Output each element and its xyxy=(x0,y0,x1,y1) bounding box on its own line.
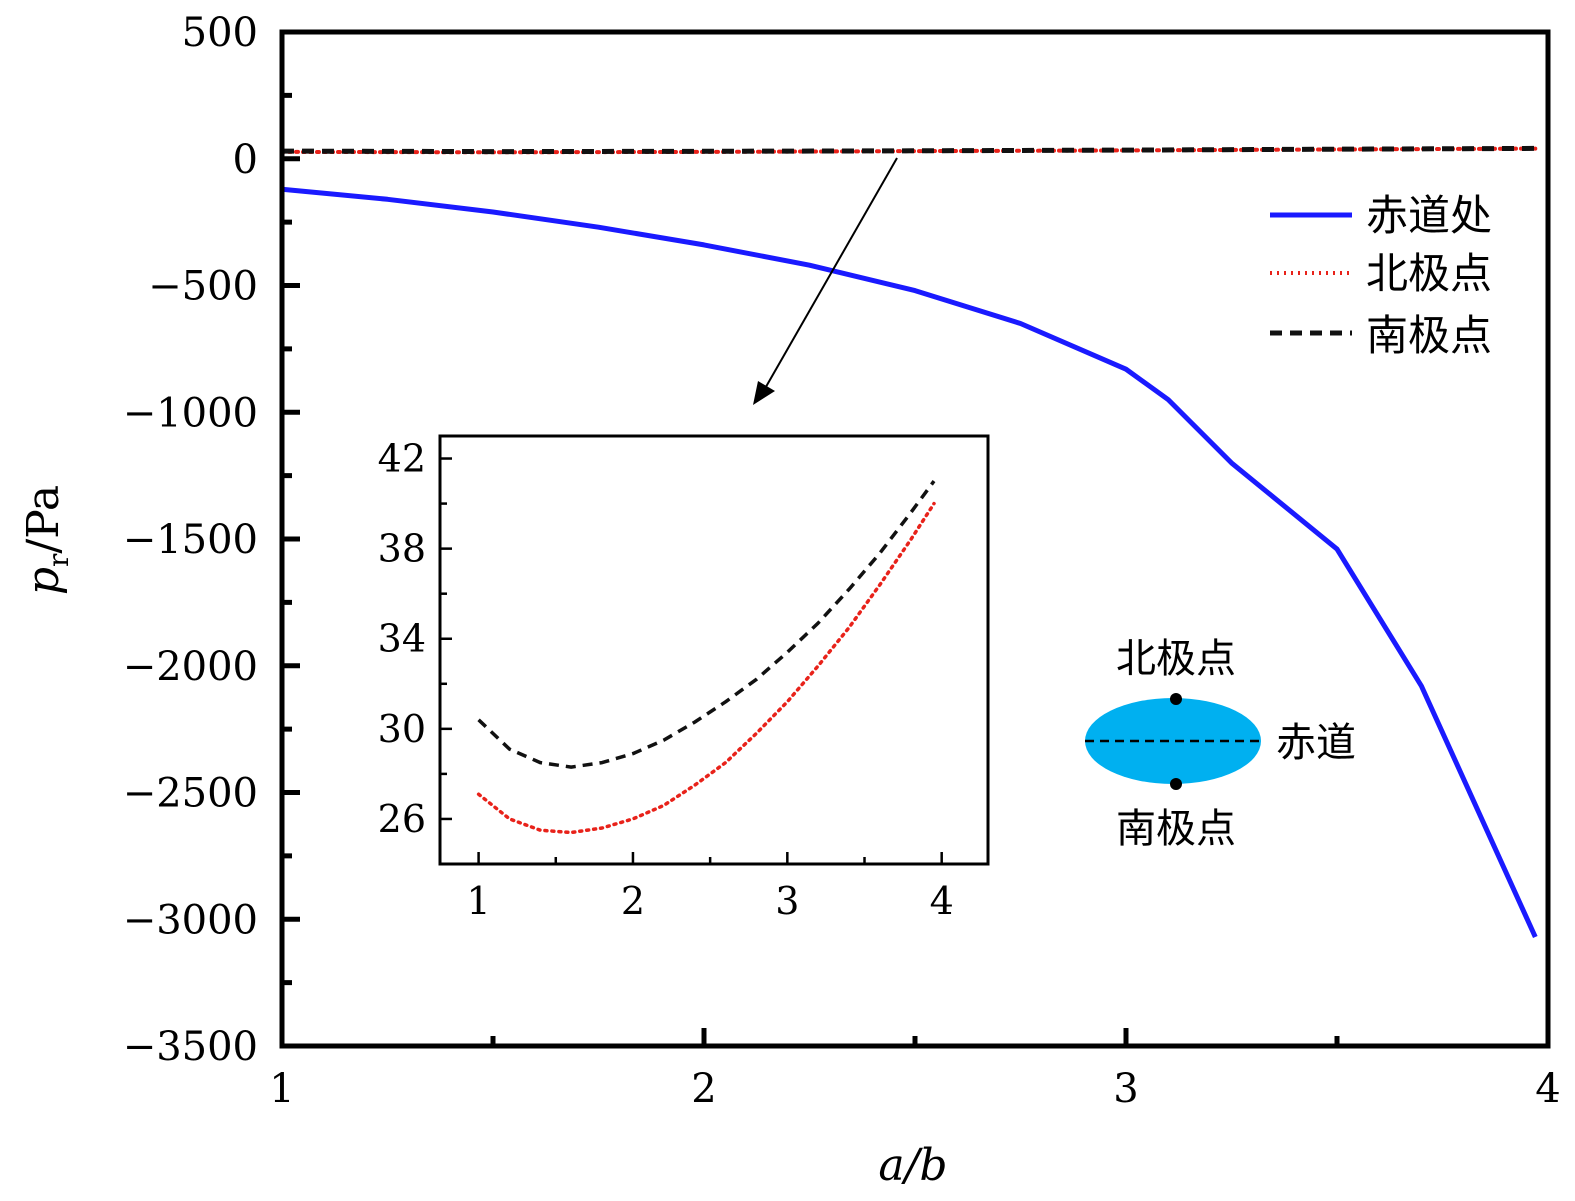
inset-ticks xyxy=(440,457,943,864)
main-plot: 1 2 3 45000−500−1000−1500−2000−2500−3000−35… xyxy=(18,10,1561,1191)
main-ticks xyxy=(279,29,1551,1049)
legend: 赤道处 北极点 南极点 xyxy=(1270,191,1492,360)
main-xtick-label-3: 4 xyxy=(1535,1066,1560,1112)
main-ytick-label-8: −3500 xyxy=(123,1024,258,1070)
main-ytick-label-3: −1000 xyxy=(123,390,258,436)
annotation-arrow xyxy=(753,157,898,405)
inset-series-1-line xyxy=(477,480,936,769)
main-series-0-line xyxy=(281,186,1538,939)
inset-ytick-label-4: 42 xyxy=(378,437,426,481)
main-tick-labels: 1 2 3 45000−500−1000−1500−2000−2500−3000−35… xyxy=(123,10,1561,1112)
equator-label: 赤道 xyxy=(1276,720,1356,766)
north-pole-dot xyxy=(1170,693,1182,705)
main-ytick-label-2: −500 xyxy=(148,264,258,310)
inset-ytick-label-2: 34 xyxy=(378,617,426,661)
ellipse-diagram: 北极点 南极点 赤道 xyxy=(1070,630,1380,860)
x-axis-label: a/b xyxy=(878,1140,947,1191)
legend-label-equator: 赤道处 xyxy=(1366,191,1492,240)
main-xtick-label-1: 2 xyxy=(691,1066,716,1112)
arrow-head xyxy=(753,381,775,405)
main-ytick-label-4: −1500 xyxy=(123,517,258,563)
south-pole-dot xyxy=(1170,778,1182,790)
inset-xtick-label-1: 2 xyxy=(621,879,645,923)
main-ytick-label-5: −2000 xyxy=(123,644,258,690)
inset-ytick-label-0: 26 xyxy=(378,797,426,841)
y-axis-label-rest: /Pa xyxy=(18,485,69,554)
main-series-group xyxy=(280,145,1538,939)
main-ytick-label-7: −3000 xyxy=(123,897,258,943)
main-ytick-label-1: 0 xyxy=(233,137,258,183)
y-axis-label-sub: r xyxy=(42,553,75,567)
legend-label-north: 北极点 xyxy=(1366,249,1492,298)
main-ytick-label-0: 500 xyxy=(182,10,258,56)
inset-ytick-label-3: 38 xyxy=(378,527,426,571)
legend-label-south: 南极点 xyxy=(1366,311,1492,360)
main-xtick-label-2: 3 xyxy=(1113,1066,1138,1112)
main-ytick-label-6: −2500 xyxy=(123,771,258,817)
main-xtick-label-0: 1 xyxy=(269,1066,294,1112)
ellipse-shape xyxy=(1085,698,1261,784)
y-axis-label-var: p xyxy=(18,567,69,595)
inset-series-group xyxy=(476,480,936,835)
y-axis-label: pr/Pa xyxy=(18,485,75,595)
inset-xtick-label-3: 4 xyxy=(930,879,954,923)
north-pole-label: 北极点 xyxy=(1116,636,1236,682)
inset-xtick-label-2: 3 xyxy=(775,879,799,923)
main-series-2-line xyxy=(281,145,1536,155)
inset-ytick-label-1: 30 xyxy=(378,707,426,751)
inset-frame xyxy=(438,434,990,866)
inset-xtick-label-0: 1 xyxy=(466,879,490,923)
south-pole-label: 南极点 xyxy=(1116,806,1236,852)
inset-background xyxy=(440,436,988,864)
inset-series-0-line xyxy=(476,501,936,835)
